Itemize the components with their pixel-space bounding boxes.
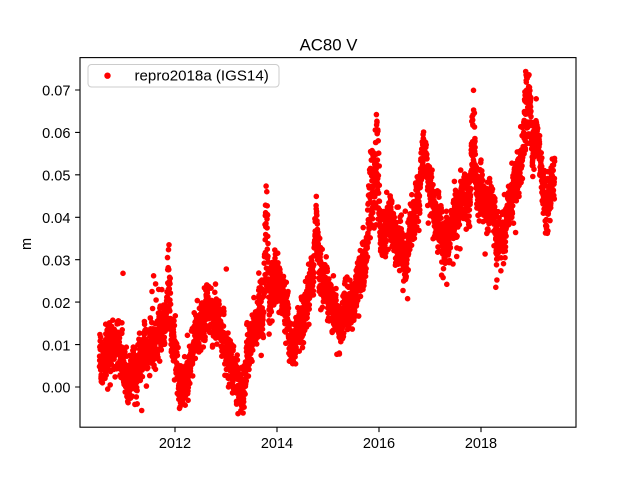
svg-text:0.01: 0.01 <box>42 338 70 354</box>
svg-text:2018: 2018 <box>465 436 497 452</box>
svg-text:repro2018a (IGS14): repro2018a (IGS14) <box>135 68 269 85</box>
svg-text:0.05: 0.05 <box>42 169 70 185</box>
svg-text:0.03: 0.03 <box>42 253 70 269</box>
svg-text:0.00: 0.00 <box>42 381 70 397</box>
svg-text:2016: 2016 <box>363 436 395 452</box>
svg-text:2014: 2014 <box>261 436 293 452</box>
svg-text:AC80 V: AC80 V <box>300 36 359 55</box>
svg-text:0.06: 0.06 <box>42 126 70 142</box>
svg-text:0.07: 0.07 <box>42 84 70 100</box>
svg-text:m: m <box>19 238 35 250</box>
svg-text:0.02: 0.02 <box>42 296 70 312</box>
svg-text:2012: 2012 <box>159 436 191 452</box>
svg-text:0.04: 0.04 <box>42 211 70 227</box>
